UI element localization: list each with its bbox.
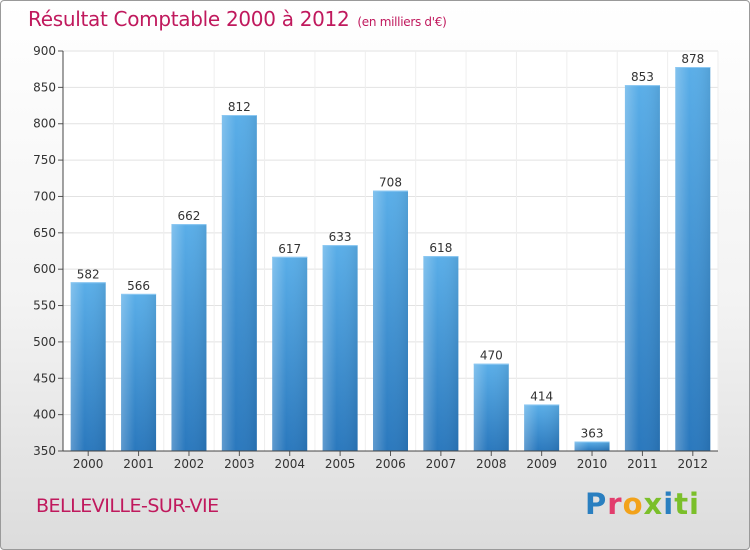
y-tick-label: 900	[33, 44, 56, 58]
x-tick-label: 2000	[73, 457, 104, 471]
x-tick-label: 2012	[678, 457, 709, 471]
y-tick-label: 700	[33, 189, 56, 203]
bar-shade	[574, 441, 610, 451]
y-tick-label: 600	[33, 262, 56, 276]
bar-shade	[524, 404, 560, 451]
data-label: 633	[329, 230, 352, 244]
x-tick-label: 2011	[627, 457, 658, 471]
data-label: 582	[77, 267, 100, 281]
data-label: 617	[278, 242, 301, 256]
y-tick-label: 450	[33, 371, 56, 385]
logo-letter: r	[607, 487, 623, 521]
bar-shade	[70, 282, 106, 451]
y-tick-label: 800	[33, 117, 56, 131]
proxiti-logo: Proxiti	[585, 487, 700, 521]
logo-letter: ti	[674, 487, 700, 521]
bar-shade	[624, 85, 660, 451]
data-label: 470	[480, 349, 503, 363]
data-label: 708	[379, 176, 402, 190]
logo-letter: o	[622, 487, 644, 521]
chart-title: Résultat Comptable 2000 à 2012	[28, 7, 350, 31]
x-tick-label: 2002	[174, 457, 205, 471]
x-tick-label: 2010	[577, 457, 608, 471]
y-tick-label: 850	[33, 80, 56, 94]
data-label: 566	[127, 279, 150, 293]
chart-title-block: Résultat Comptable 2000 à 2012 (en millie…	[28, 7, 447, 31]
location-label: BELLEVILLE-SUR-VIE	[36, 495, 219, 517]
x-tick-label: 2005	[325, 457, 356, 471]
y-tick-label: 750	[33, 153, 56, 167]
bar-shade	[373, 190, 408, 452]
data-label: 618	[429, 241, 452, 255]
data-label: 414	[530, 389, 553, 403]
data-label: 853	[631, 70, 654, 84]
data-label: 878	[681, 52, 704, 66]
x-tick-label: 2009	[526, 457, 557, 471]
bar-shade	[675, 67, 711, 451]
x-tick-label: 2007	[426, 457, 457, 471]
data-label: 662	[178, 209, 201, 223]
chart-subtitle: (en milliers d'€)	[357, 15, 447, 29]
data-label: 363	[581, 427, 604, 441]
logo-letter: P	[585, 487, 608, 521]
y-tick-label: 550	[33, 299, 56, 313]
logo-letter: i	[663, 487, 675, 521]
x-tick-label: 2006	[375, 457, 406, 471]
y-tick-label: 350	[33, 444, 56, 458]
bar-shade	[171, 224, 207, 451]
logo-letter: x	[643, 487, 664, 521]
bar-shade	[473, 363, 509, 451]
x-tick-label: 2008	[476, 457, 507, 471]
x-tick-label: 2001	[123, 457, 154, 471]
bar-shade	[121, 293, 157, 451]
bar-shade	[423, 256, 459, 451]
x-tick-label: 2004	[274, 457, 305, 471]
y-tick-label: 500	[33, 335, 56, 349]
bar-shade	[221, 115, 257, 451]
y-tick-label: 400	[33, 408, 56, 422]
bar-shade	[272, 256, 308, 451]
data-label: 812	[228, 100, 251, 114]
y-tick-label: 650	[33, 226, 56, 240]
x-tick-label: 2003	[224, 457, 255, 471]
bar-shade	[322, 245, 358, 451]
